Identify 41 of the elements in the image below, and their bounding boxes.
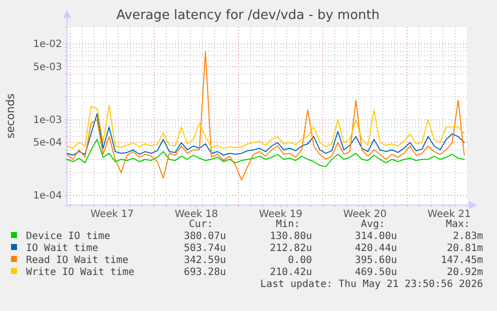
- text: 130.80u: [270, 231, 312, 242]
- text: 20.92m: [446, 267, 483, 278]
- text: Max:: [446, 219, 470, 230]
- legend-label: Write IO Wait time: [26, 267, 134, 278]
- text: 314.00u: [354, 231, 397, 242]
- text: 342.59u: [184, 255, 226, 266]
- line-series: [66, 113, 465, 156]
- text: 503.74u: [184, 243, 226, 254]
- text: 693.28u: [184, 267, 226, 278]
- text: Last update: Thu May 21 23:50:56 2026: [260, 279, 483, 290]
- y-tick-label: 5e-03: [33, 62, 62, 73]
- text: 212.82u: [270, 243, 312, 254]
- legend-label: Device IO time: [26, 231, 110, 242]
- y-tick-label: 1e-03: [33, 114, 62, 126]
- text: 395.60u: [354, 255, 397, 266]
- text: 20.81m: [446, 243, 483, 254]
- y-tick-label: 5e-04: [33, 138, 62, 149]
- legend-label: IO Wait time: [26, 243, 98, 254]
- x-tick-label: Week 19: [259, 209, 302, 220]
- line-series: [66, 138, 465, 168]
- text: 147.45m: [440, 255, 483, 266]
- text: 420.44u: [354, 243, 397, 254]
- x-tick-label: Week 18: [174, 209, 218, 220]
- text: Avg:: [360, 219, 385, 230]
- text: Cur:: [188, 219, 213, 230]
- x-tick-label: Week 17: [90, 209, 134, 220]
- y-tick-label: 1e-04: [33, 190, 62, 202]
- legend-label: Read IO Wait time: [26, 255, 128, 266]
- chart-title: Average latency for /dev/vda - by month: [116, 8, 380, 23]
- text: Min:: [276, 219, 300, 230]
- x-tick-label: Week 21: [428, 209, 471, 220]
- x-tick-label: Week 20: [343, 209, 387, 220]
- text: 469.50u: [354, 267, 397, 278]
- y-tick-label: 1e-02: [33, 39, 62, 50]
- text: 380.07u: [184, 231, 226, 242]
- y-axis-title: seconds: [4, 93, 17, 138]
- text: 0.00: [288, 255, 312, 266]
- text: 210.42u: [270, 267, 312, 278]
- line-series: [66, 104, 465, 149]
- line-series: [66, 51, 465, 181]
- text: 2.83m: [452, 231, 483, 242]
